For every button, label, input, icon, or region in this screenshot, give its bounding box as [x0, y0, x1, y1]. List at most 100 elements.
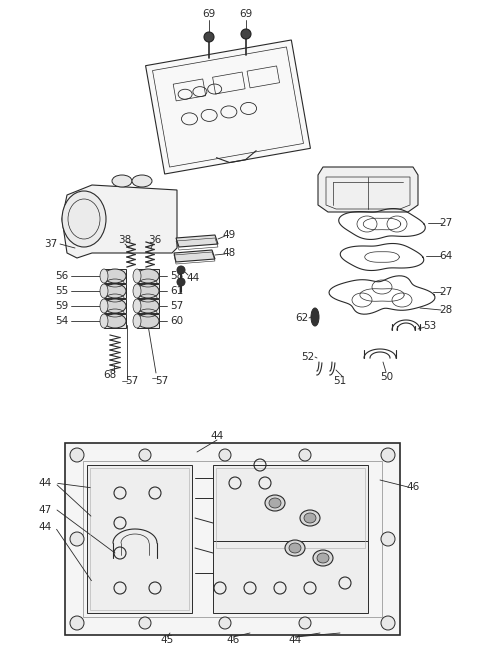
Bar	[104, 284, 126, 298]
Text: 54: 54	[55, 316, 68, 326]
Text: 44: 44	[210, 431, 224, 441]
Text: 37: 37	[44, 239, 57, 249]
Text: 27: 27	[439, 287, 453, 297]
Bar	[104, 299, 126, 313]
Ellipse shape	[300, 510, 320, 526]
Text: 38: 38	[119, 235, 132, 245]
Text: 62: 62	[295, 313, 309, 323]
Text: 45: 45	[160, 635, 174, 645]
Ellipse shape	[381, 616, 395, 630]
Ellipse shape	[70, 616, 84, 630]
Ellipse shape	[219, 449, 231, 461]
Ellipse shape	[100, 299, 108, 313]
Ellipse shape	[62, 191, 106, 247]
Bar	[137, 314, 159, 328]
Ellipse shape	[311, 308, 319, 326]
Ellipse shape	[219, 617, 231, 629]
Ellipse shape	[285, 540, 305, 556]
Ellipse shape	[100, 269, 108, 283]
Bar	[104, 314, 126, 328]
Text: 51: 51	[334, 376, 347, 386]
Ellipse shape	[100, 284, 108, 298]
Ellipse shape	[381, 448, 395, 462]
Text: 58: 58	[170, 271, 183, 281]
Text: 60: 60	[170, 316, 183, 326]
Ellipse shape	[70, 532, 84, 546]
Polygon shape	[145, 40, 311, 174]
Text: 46: 46	[227, 635, 240, 645]
Ellipse shape	[299, 617, 311, 629]
Text: 61: 61	[170, 286, 183, 296]
Ellipse shape	[313, 550, 333, 566]
Ellipse shape	[70, 448, 84, 462]
Polygon shape	[176, 235, 218, 247]
Text: 53: 53	[423, 321, 437, 331]
Text: 28: 28	[439, 305, 453, 315]
Bar	[83, 461, 382, 617]
Ellipse shape	[133, 314, 141, 328]
Ellipse shape	[269, 498, 281, 508]
Ellipse shape	[381, 532, 395, 546]
Bar	[213, 541, 368, 613]
Text: 64: 64	[439, 251, 453, 261]
Text: 59: 59	[55, 301, 68, 311]
Bar	[87, 465, 192, 613]
Ellipse shape	[177, 266, 185, 274]
Ellipse shape	[104, 299, 126, 313]
Bar	[90, 468, 189, 610]
Polygon shape	[62, 185, 177, 258]
Text: 69: 69	[203, 9, 216, 19]
Bar	[137, 299, 159, 313]
Text: 48: 48	[222, 248, 236, 258]
Bar	[104, 269, 126, 283]
Text: 44: 44	[288, 635, 301, 645]
Ellipse shape	[137, 314, 159, 328]
Text: 56: 56	[55, 271, 68, 281]
Text: 68: 68	[103, 370, 117, 380]
Ellipse shape	[317, 553, 329, 563]
Ellipse shape	[265, 495, 285, 511]
Text: 69: 69	[240, 9, 252, 19]
Bar	[137, 284, 159, 298]
Ellipse shape	[177, 278, 185, 286]
Ellipse shape	[139, 449, 151, 461]
Text: 44: 44	[39, 478, 52, 488]
Polygon shape	[174, 250, 215, 262]
Ellipse shape	[204, 32, 214, 42]
Text: 57: 57	[125, 376, 139, 386]
Text: 57: 57	[170, 301, 183, 311]
Bar	[137, 269, 159, 283]
Ellipse shape	[104, 269, 126, 283]
Ellipse shape	[133, 269, 141, 283]
Text: 50: 50	[381, 372, 394, 382]
Ellipse shape	[100, 314, 108, 328]
Text: 36: 36	[148, 235, 162, 245]
Ellipse shape	[137, 299, 159, 313]
Text: 44: 44	[39, 522, 52, 532]
Ellipse shape	[104, 284, 126, 298]
Text: 52: 52	[301, 352, 314, 362]
Ellipse shape	[241, 29, 251, 39]
Ellipse shape	[137, 284, 159, 298]
Text: 47: 47	[39, 505, 52, 515]
Ellipse shape	[104, 314, 126, 328]
Bar	[65, 443, 400, 635]
Polygon shape	[318, 167, 418, 212]
Ellipse shape	[139, 617, 151, 629]
Ellipse shape	[289, 543, 301, 553]
Bar	[213, 465, 368, 551]
Ellipse shape	[133, 284, 141, 298]
Text: 44: 44	[186, 273, 200, 283]
Text: 57: 57	[156, 376, 168, 386]
Text: 55: 55	[55, 286, 68, 296]
Text: 46: 46	[407, 482, 420, 492]
Ellipse shape	[133, 299, 141, 313]
Text: 49: 49	[222, 230, 236, 240]
Ellipse shape	[299, 449, 311, 461]
Text: 27: 27	[439, 218, 453, 228]
Ellipse shape	[304, 513, 316, 523]
Bar	[216, 468, 365, 548]
Ellipse shape	[112, 175, 132, 187]
Ellipse shape	[132, 175, 152, 187]
Ellipse shape	[137, 269, 159, 283]
